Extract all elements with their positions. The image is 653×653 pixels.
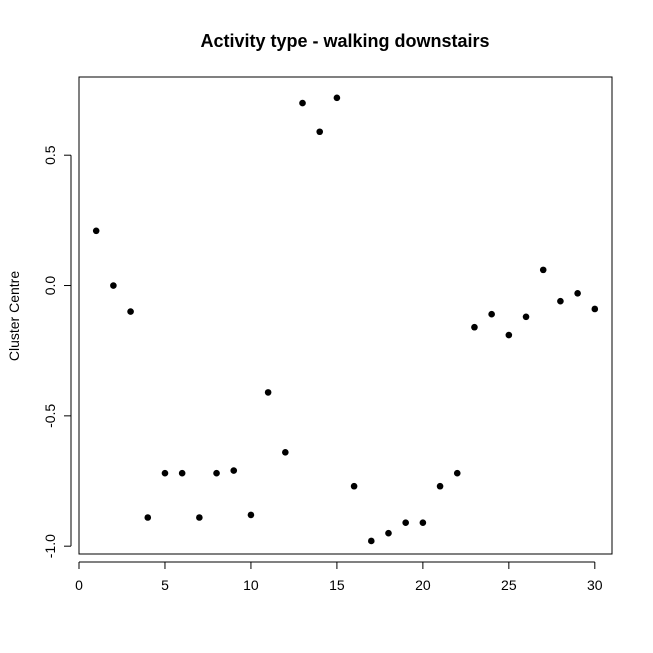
data-point [505, 331, 513, 339]
x-tick-label: 25 [501, 577, 517, 593]
data-point [144, 514, 152, 521]
data-point [488, 310, 495, 318]
data-points [92, 94, 599, 545]
y-tick-label: -1.0 [42, 534, 58, 558]
data-point [282, 449, 289, 456]
data-point [213, 469, 220, 477]
data-point [230, 467, 238, 474]
x-tick-label: 15 [329, 577, 345, 593]
y-tick-label: -0.5 [42, 404, 58, 428]
y-axis: -1.0 -0.5 0.0 0.5 [42, 145, 72, 558]
x-tick-label: 5 [161, 577, 169, 593]
data-point [127, 308, 134, 315]
x-tick-label: 20 [415, 577, 431, 593]
data-point [110, 282, 117, 289]
plot-frame [78, 76, 613, 555]
data-point [436, 482, 444, 490]
data-point [333, 94, 341, 102]
chart-title: Activity type - walking downstairs [200, 31, 489, 51]
x-axis: 0 5 10 15 20 25 30 [75, 561, 603, 593]
y-tick-label: 0.0 [42, 276, 58, 296]
x-tick-label: 0 [75, 577, 83, 593]
data-point [385, 529, 392, 537]
data-point [92, 227, 100, 235]
data-point [539, 266, 547, 274]
data-point [264, 389, 272, 396]
data-point [161, 469, 169, 477]
data-point [299, 99, 306, 107]
data-point [574, 290, 581, 297]
data-point [402, 519, 409, 527]
data-point [471, 323, 478, 331]
data-point [247, 511, 255, 519]
data-point [557, 297, 564, 305]
data-point [178, 469, 186, 477]
y-tick-label: 0.5 [42, 145, 58, 165]
data-point [196, 514, 203, 521]
data-point [522, 313, 530, 321]
x-tick-label: 30 [587, 577, 603, 593]
data-point [453, 469, 461, 477]
data-point [367, 537, 375, 545]
data-point [419, 519, 427, 527]
data-point [591, 305, 599, 313]
x-tick-label: 10 [243, 577, 259, 593]
y-axis-label: Cluster Centre [6, 271, 22, 361]
data-point [350, 482, 358, 490]
data-point [316, 128, 324, 136]
